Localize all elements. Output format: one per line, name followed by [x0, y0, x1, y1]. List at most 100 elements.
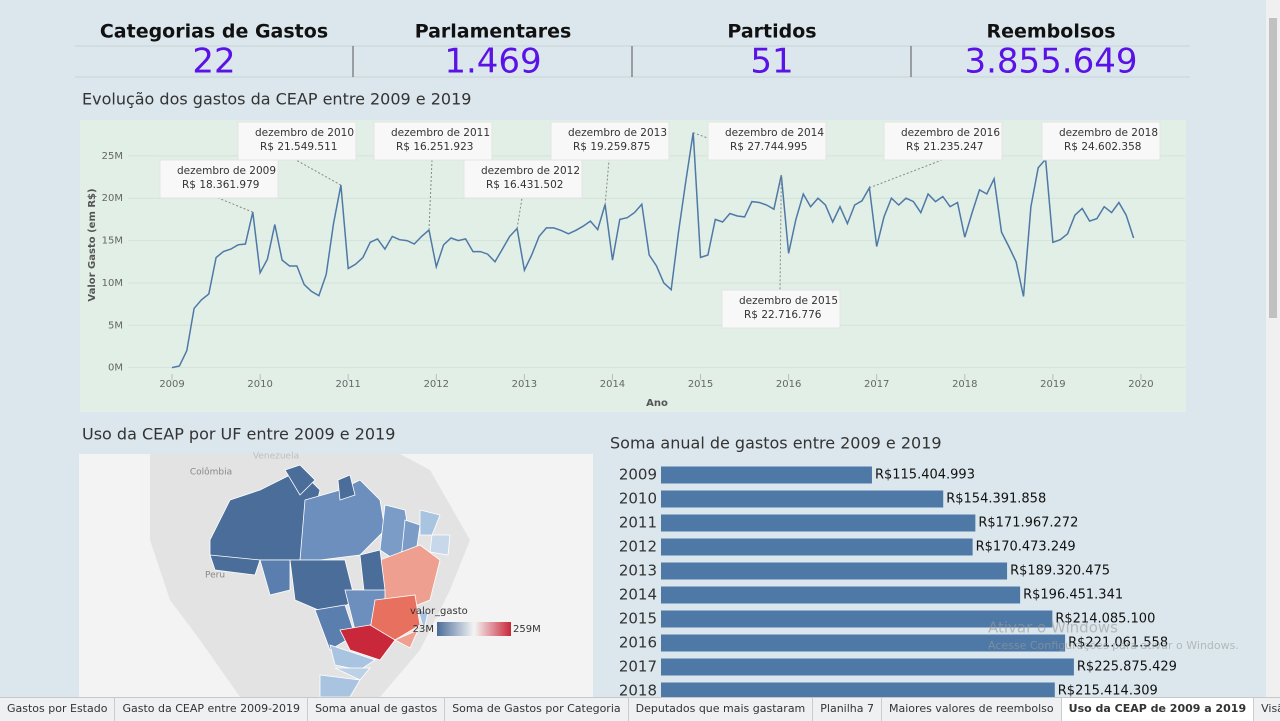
x-tick-label: 2015 — [688, 379, 713, 390]
state — [259, 559, 291, 596]
annotation-title: dezembro de 2009 — [177, 165, 276, 177]
tab[interactable]: Soma anual de gastos — [308, 698, 446, 721]
annotation-leader — [869, 159, 943, 189]
state — [339, 624, 396, 661]
bar — [661, 658, 1074, 676]
annotation-box — [550, 121, 670, 161]
kpi-value: 3.855.649 — [964, 42, 1137, 82]
chart-title: Uso da CEAP por UF entre 2009 e 2019 — [82, 425, 395, 444]
tab[interactable]: Planilha 7 — [813, 698, 883, 721]
watermark-title: Ativar o Windows — [988, 619, 1118, 637]
bar — [661, 682, 1055, 697]
category-label: 2016 — [619, 634, 657, 652]
bar — [661, 562, 1008, 580]
category-label: 2015 — [619, 610, 657, 628]
y-tick-label: 15M — [102, 236, 123, 247]
watermark-text: Acesse Configurações para ativar o Windo… — [988, 639, 1239, 652]
x-tick-label: 2010 — [247, 379, 272, 390]
state — [429, 534, 451, 556]
state — [369, 594, 421, 641]
annotation-box — [707, 121, 827, 161]
y-tick-label: 5M — [108, 320, 123, 331]
category-label: 2014 — [619, 586, 657, 604]
annotation-box — [159, 159, 279, 199]
kpi-value: 22 — [192, 42, 235, 82]
series-line — [171, 132, 1135, 369]
value-label: R$115.404.993 — [875, 468, 975, 483]
place-label: Venezuela — [253, 452, 299, 462]
value-label: R$225.875.429 — [1077, 660, 1177, 675]
annotation-leader — [516, 197, 523, 229]
value-label: R$189.320.475 — [1010, 564, 1110, 579]
value-label: R$221.061.558 — [1068, 636, 1168, 651]
annotation-value: R$ 21.549.511 — [260, 141, 337, 153]
x-tick-label: 2018 — [952, 379, 977, 390]
x-tick-label: 2012 — [424, 379, 449, 390]
x-tick-label: 2013 — [512, 379, 537, 390]
y-tick-label: 25M — [102, 151, 123, 162]
tab[interactable]: Uso da CEAP de 2009 a 2019 — [1061, 698, 1255, 721]
x-tick-label: 2020 — [1128, 379, 1153, 390]
place-label: Colômbia — [190, 467, 232, 478]
annotation-leader — [295, 159, 342, 186]
bar — [661, 466, 872, 484]
tab[interactable]: Soma de Gastos por Categoria — [445, 698, 629, 721]
tab[interactable]: Visão Geral — [1254, 698, 1280, 721]
state — [394, 629, 419, 649]
annotation-value: R$ 27.744.995 — [730, 141, 807, 153]
tab[interactable]: Deputados que mais gastaram — [629, 698, 814, 721]
place-label: Peru — [205, 571, 225, 581]
tab[interactable]: Gastos por Estado — [0, 698, 116, 721]
annotation-title: dezembro de 2012 — [481, 165, 580, 177]
annotation-leader — [779, 175, 782, 291]
legend-title: valor_gasto — [410, 606, 468, 617]
annotation-value: R$ 16.251.923 — [396, 141, 473, 153]
annotation-title: dezembro de 2013 — [568, 127, 667, 139]
annotation-title: dezembro de 2014 — [725, 127, 824, 139]
annotation-value: R$ 19.259.875 — [573, 141, 650, 153]
value-label: R$215.414.309 — [1058, 684, 1158, 698]
kpi-title: Partidos — [727, 21, 816, 43]
category-label: 2010 — [619, 490, 657, 508]
kpi-title: Parlamentares — [415, 21, 572, 43]
x-tick-label: 2014 — [600, 379, 625, 390]
y-tick-label: 10M — [102, 278, 123, 289]
kpi-value: 51 — [750, 42, 793, 82]
annotation-value: R$ 21.235.247 — [906, 141, 983, 153]
scrollbar[interactable] — [1266, 0, 1280, 697]
category-label: 2011 — [619, 514, 657, 532]
x-tick-label: 2017 — [864, 379, 889, 390]
annotation-box — [883, 121, 1003, 161]
tab[interactable]: Gasto da CEAP entre 2009-2019 — [115, 698, 309, 721]
state — [319, 674, 361, 697]
x-axis-label: Ano — [646, 398, 668, 409]
scroll-thumb[interactable] — [1269, 18, 1277, 318]
x-tick-label: 2016 — [776, 379, 801, 390]
value-label: R$170.473.249 — [976, 540, 1076, 555]
x-tick-label: 2019 — [1040, 379, 1065, 390]
annotation-box — [721, 289, 841, 329]
color-bar — [437, 622, 511, 636]
chart-title: Soma anual de gastos entre 2009 e 2019 — [610, 434, 942, 453]
x-tick-label: 2009 — [159, 379, 184, 390]
category-label: 2009 — [619, 466, 657, 484]
annotation-value: R$ 24.602.358 — [1064, 141, 1141, 153]
annotation-title: dezembro de 2018 — [1059, 127, 1158, 139]
annotation-box — [373, 121, 493, 161]
chart-title: Evolução dos gastos da CEAP entre 2009 e… — [82, 90, 471, 109]
bar — [661, 514, 976, 532]
legend-max: 259M — [513, 624, 541, 635]
bar — [661, 538, 973, 556]
category-label: 2013 — [619, 562, 657, 580]
annotation-title: dezembro de 2011 — [391, 127, 490, 139]
state — [334, 667, 371, 681]
bar — [661, 490, 944, 508]
value-label: R$154.391.858 — [946, 492, 1046, 507]
state — [209, 554, 261, 576]
y-tick-label: 20M — [102, 193, 123, 204]
tab[interactable]: Maiores valores de reembolso — [882, 698, 1062, 721]
annotation-leader — [604, 159, 610, 205]
value-label: R$214.085.100 — [1055, 612, 1155, 627]
bar — [661, 634, 1066, 652]
